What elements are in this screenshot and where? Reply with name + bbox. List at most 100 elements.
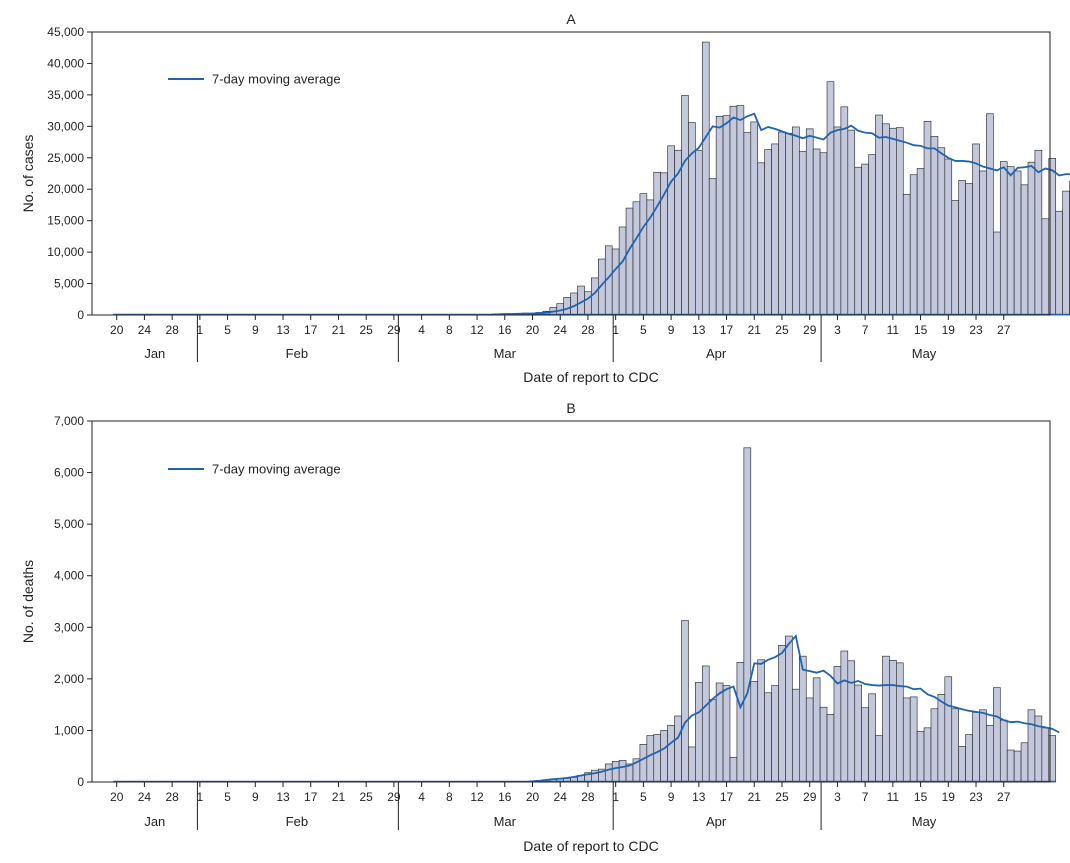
- plot-frame: [91, 420, 1051, 783]
- month-label: May: [912, 346, 937, 361]
- bar: [889, 127, 897, 316]
- bar: [861, 707, 869, 783]
- x-tick-label: 29: [387, 323, 401, 337]
- x-tick-label: 23: [969, 790, 983, 804]
- bar: [653, 171, 662, 316]
- bar: [1041, 727, 1050, 783]
- x-tick-label: 9: [252, 790, 259, 804]
- x-tick-label: 24: [554, 323, 568, 337]
- bar: [868, 693, 876, 783]
- x-tick-label: 23: [969, 323, 983, 337]
- bar: [1027, 709, 1036, 783]
- bar: [715, 682, 724, 783]
- y-tick-label: 3,000: [54, 620, 84, 634]
- bar: [986, 724, 994, 783]
- bar: [937, 694, 946, 783]
- bar: [833, 126, 842, 316]
- y-tick-label: 0: [77, 775, 84, 789]
- x-tick-label: 5: [640, 790, 647, 804]
- bar: [896, 662, 904, 783]
- x-tick-label: 5: [224, 790, 231, 804]
- x-tick-label: 20: [526, 323, 540, 337]
- bar: [798, 151, 807, 316]
- x-tick-label: 25: [360, 790, 374, 804]
- x-tick-label: 9: [668, 790, 675, 804]
- bar: [875, 735, 883, 783]
- bar: [999, 161, 1008, 316]
- bar: [778, 131, 786, 316]
- x-tick-label: 29: [803, 790, 817, 804]
- bar: [1006, 749, 1015, 783]
- bar: [875, 114, 883, 316]
- bar: [653, 734, 662, 783]
- bar: [798, 655, 807, 783]
- y-tick-label: 40,000: [47, 56, 84, 70]
- bar: [611, 248, 620, 316]
- x-tick-label: 19: [942, 790, 956, 804]
- x-axis-label: Date of report to CDC: [523, 369, 658, 385]
- x-tick-label: 29: [803, 323, 817, 337]
- y-tick-label: 2,000: [54, 672, 84, 686]
- bar: [847, 129, 856, 316]
- y-tick-label: 35,000: [47, 88, 84, 102]
- x-tick-label: 12: [470, 790, 484, 804]
- bar: [951, 708, 959, 783]
- bar: [840, 650, 849, 783]
- bar: [972, 143, 980, 316]
- bar: [930, 136, 939, 316]
- bar: [916, 731, 925, 783]
- bar: [757, 162, 765, 316]
- bar: [618, 226, 627, 316]
- bar: [660, 730, 668, 783]
- bar: [667, 145, 675, 316]
- x-tick-label: 5: [640, 323, 647, 337]
- x-tick-label: 25: [775, 790, 789, 804]
- bar: [993, 231, 1001, 316]
- x-tick-label: 17: [720, 790, 734, 804]
- y-tick-label: 30,000: [47, 119, 84, 133]
- bar: [639, 744, 648, 783]
- panel-b-deaths: B 0 1,000 2,000 3,000 4,000 5,000 6,000 7,000 No.…: [20, 400, 1060, 854]
- x-tick-label: 8: [446, 323, 453, 337]
- bar: [979, 170, 987, 316]
- x-tick-label: 4: [418, 790, 425, 804]
- x-tick-label: 20: [110, 323, 124, 337]
- y-tick-label: 10,000: [47, 245, 84, 259]
- bar: [729, 756, 738, 783]
- x-tick-label: 28: [581, 790, 595, 804]
- bar: [958, 746, 966, 783]
- bar: [674, 715, 682, 783]
- x-tick-label: 1: [612, 323, 619, 337]
- bar: [944, 676, 953, 783]
- x-tick-label: 7: [862, 790, 869, 804]
- x-tick-label: 25: [775, 323, 789, 337]
- bar: [695, 682, 703, 783]
- panel-title: B: [566, 400, 575, 416]
- bar: [778, 645, 786, 783]
- panel-title: A: [566, 11, 576, 27]
- month-label: Jan: [144, 346, 165, 361]
- bar: [1020, 184, 1029, 316]
- bar: [868, 154, 876, 316]
- y-tick-label: 7,000: [54, 414, 84, 428]
- x-tick-label: 21: [332, 323, 346, 337]
- month-label: Jan: [144, 814, 165, 829]
- x-tick-label: 11: [887, 323, 900, 337]
- x-tick-label: 21: [332, 790, 346, 804]
- bar: [750, 681, 759, 783]
- y-tick-label: 25,000: [47, 151, 84, 165]
- bar: [708, 699, 717, 783]
- x-tick-label: 3: [834, 790, 841, 804]
- y-tick-label: 0: [77, 308, 84, 322]
- month-label: Apr: [706, 814, 727, 829]
- x-tick-label: 29: [387, 790, 401, 804]
- y-axis-label: No. of cases: [20, 135, 36, 213]
- bar: [1006, 166, 1015, 316]
- bar: [736, 105, 745, 316]
- x-tick-label: 25: [360, 323, 374, 337]
- month-label: Feb: [286, 814, 308, 829]
- x-tick-label: 21: [748, 790, 762, 804]
- bar: [715, 115, 724, 316]
- bar: [722, 115, 731, 316]
